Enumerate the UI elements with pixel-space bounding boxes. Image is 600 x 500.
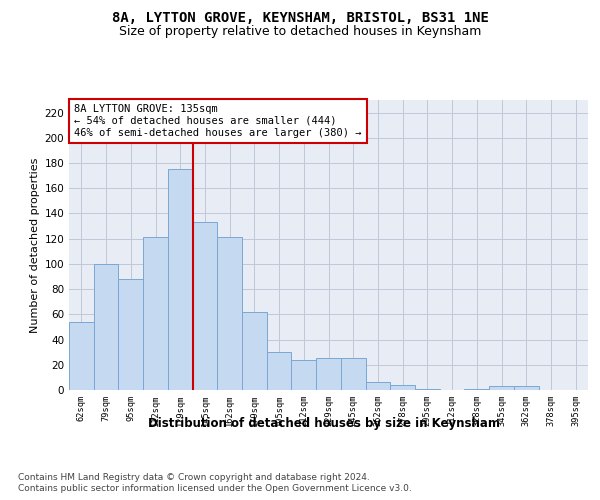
Bar [390, 385, 415, 390]
Text: 8A LYTTON GROVE: 135sqm
← 54% of detached houses are smaller (444)
46% of semi-d: 8A LYTTON GROVE: 135sqm ← 54% of detache… [74, 104, 362, 138]
Bar [193, 222, 217, 390]
Text: Distribution of detached houses by size in Keynsham: Distribution of detached houses by size … [148, 418, 500, 430]
Bar [489, 386, 514, 390]
Text: 8A, LYTTON GROVE, KEYNSHAM, BRISTOL, BS31 1NE: 8A, LYTTON GROVE, KEYNSHAM, BRISTOL, BS3… [112, 11, 488, 25]
Bar [514, 386, 539, 390]
Bar [267, 352, 292, 390]
Bar [217, 238, 242, 390]
Bar [341, 358, 365, 390]
Bar [168, 170, 193, 390]
Text: Contains public sector information licensed under the Open Government Licence v3: Contains public sector information licen… [18, 484, 412, 493]
Text: Contains HM Land Registry data © Crown copyright and database right 2024.: Contains HM Land Registry data © Crown c… [18, 472, 370, 482]
Bar [365, 382, 390, 390]
Bar [415, 388, 440, 390]
Bar [118, 279, 143, 390]
Bar [292, 360, 316, 390]
Bar [464, 388, 489, 390]
Bar [94, 264, 118, 390]
Bar [242, 312, 267, 390]
Bar [69, 322, 94, 390]
Text: Size of property relative to detached houses in Keynsham: Size of property relative to detached ho… [119, 25, 481, 38]
Bar [143, 238, 168, 390]
Y-axis label: Number of detached properties: Number of detached properties [30, 158, 40, 332]
Bar [316, 358, 341, 390]
